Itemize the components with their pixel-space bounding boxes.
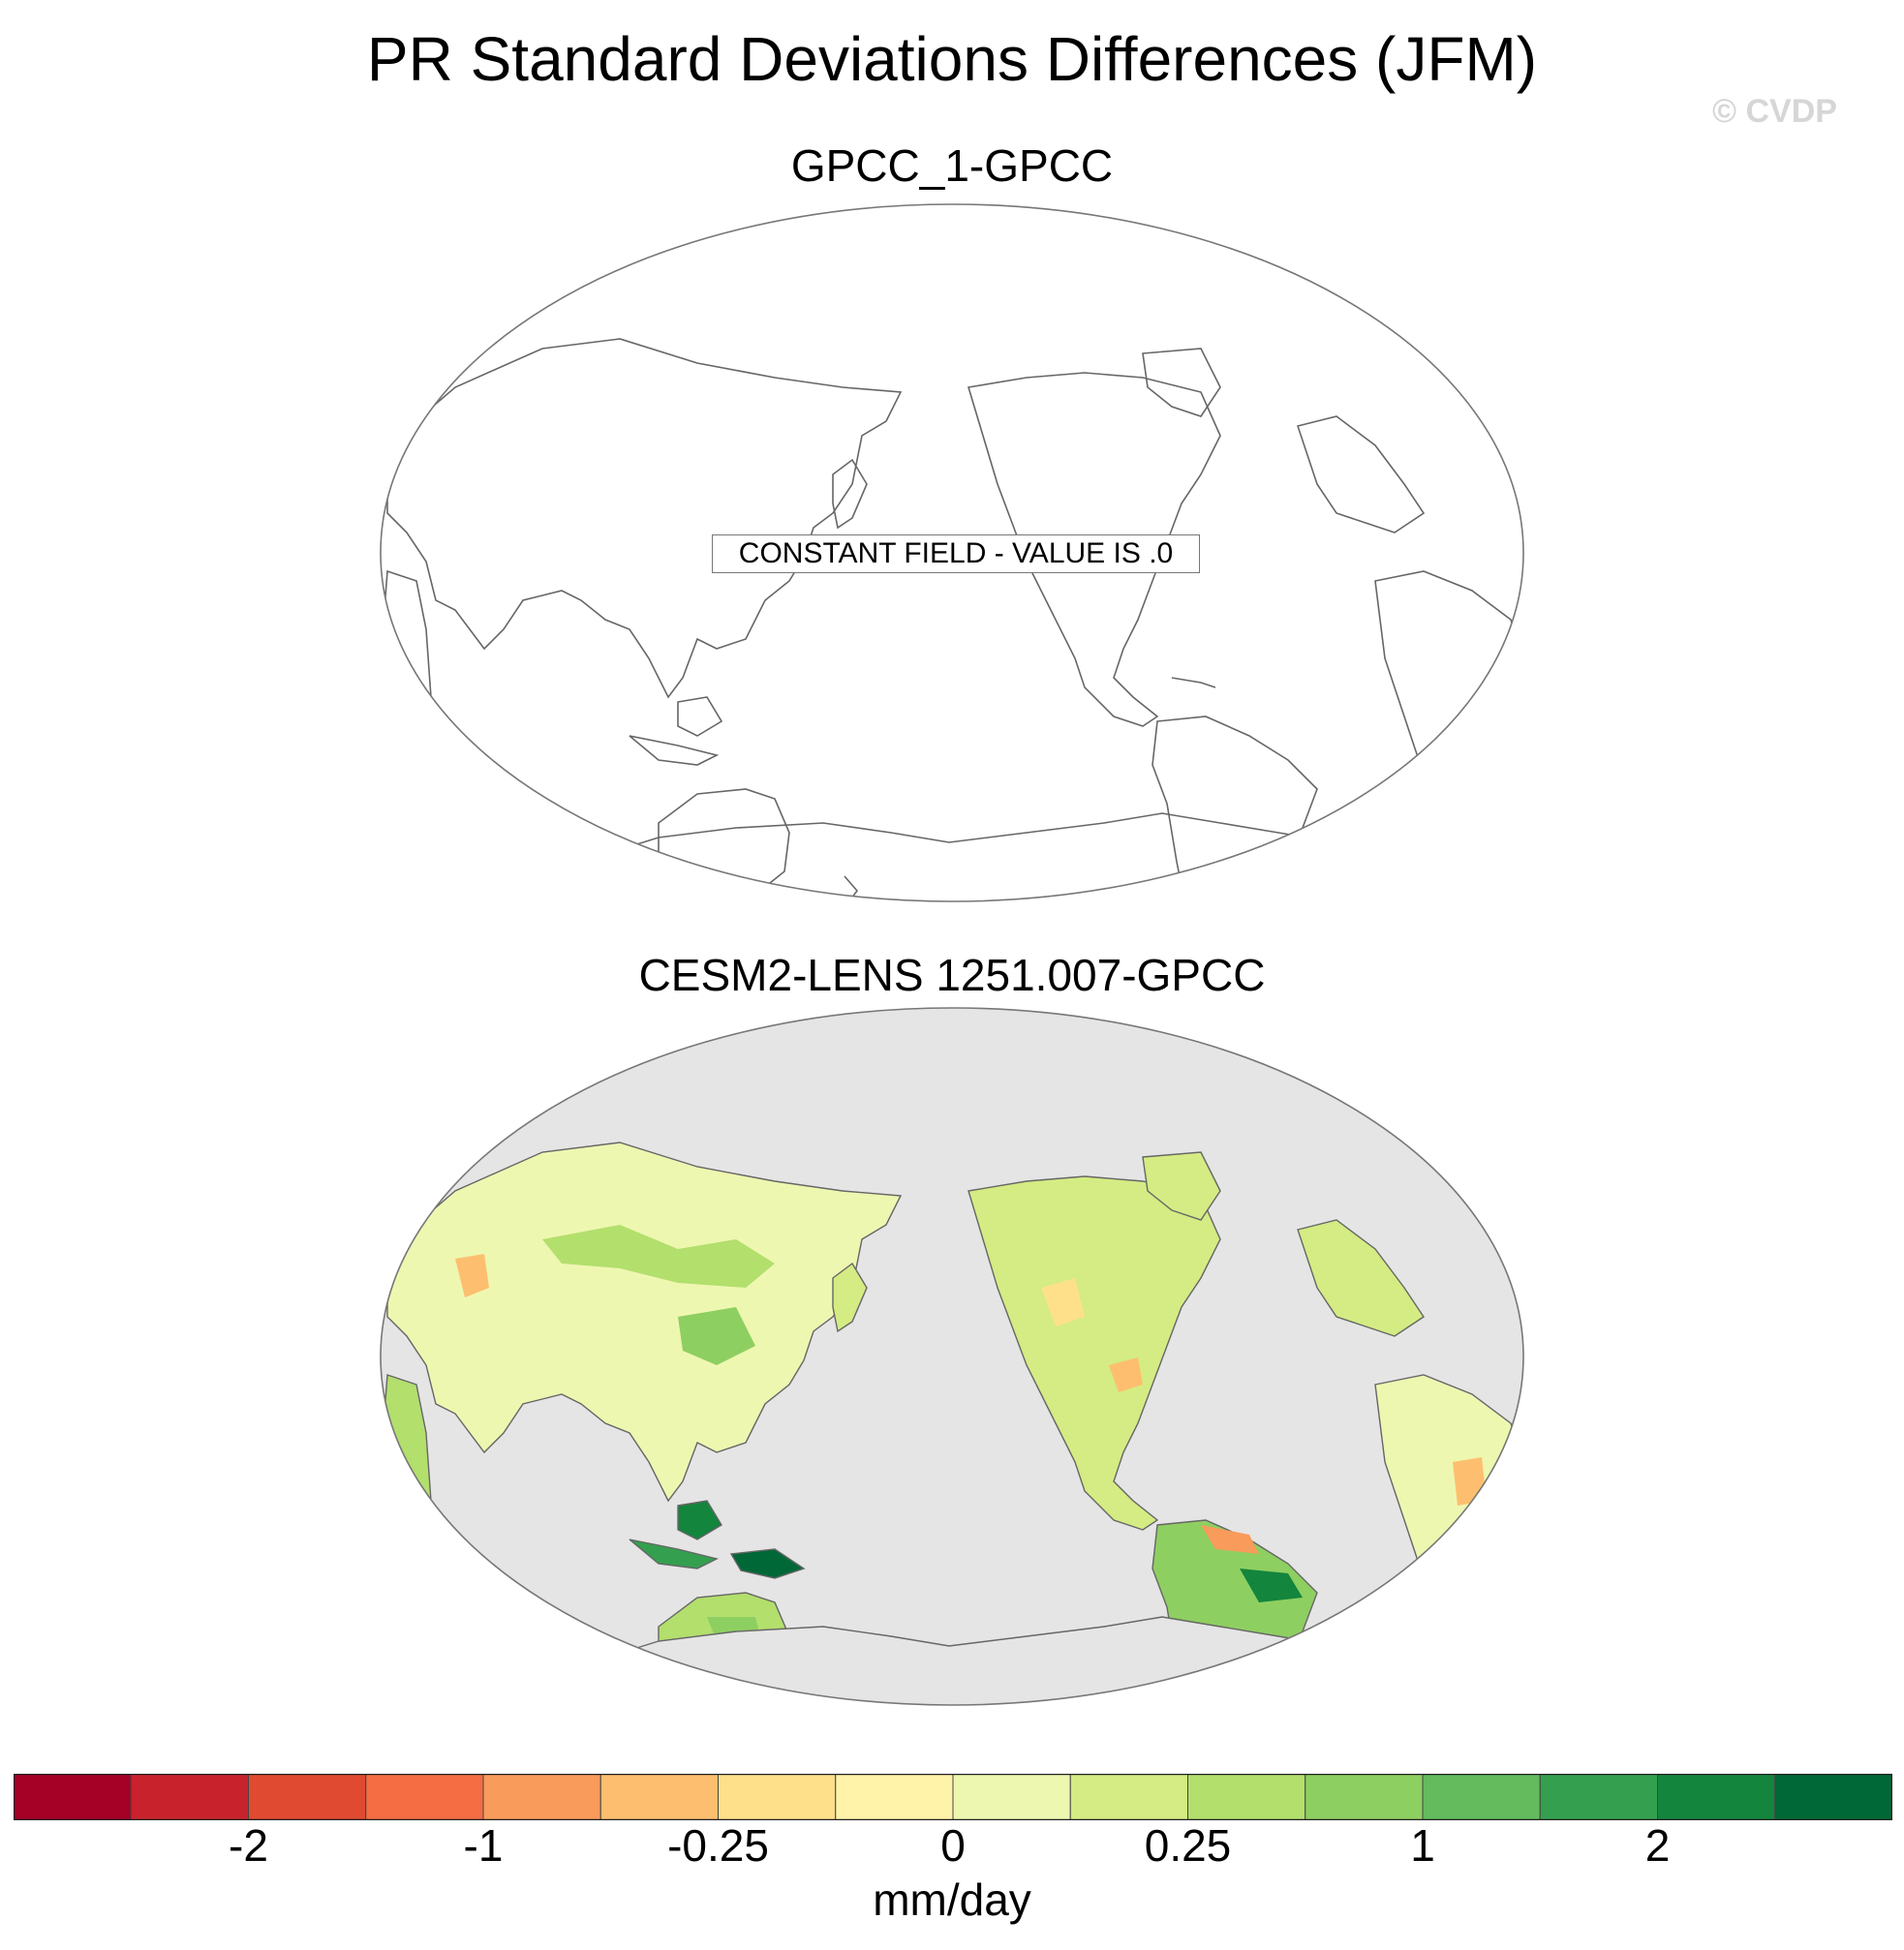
coastline-caribbean xyxy=(1171,677,1216,688)
land-eurasia xyxy=(386,1142,903,1503)
coastline-antarctica xyxy=(579,812,1397,901)
land-greenland xyxy=(1142,1151,1221,1221)
sa-dark-green xyxy=(1240,1569,1303,1602)
colorbar-swatch-14 xyxy=(1657,1774,1776,1820)
colorbar-swatch-11 xyxy=(1305,1774,1424,1820)
colorbar-frame xyxy=(14,1774,1892,1820)
colorbar-tick-label: 0 xyxy=(940,1820,966,1871)
colorbar-tick-label: 0.25 xyxy=(1144,1820,1232,1871)
colorbar-swatch-5 xyxy=(599,1774,719,1820)
land-indonesia xyxy=(629,1539,720,1569)
colorbar xyxy=(14,1774,1892,1820)
cvdp-watermark: © CVDP xyxy=(1712,93,1837,130)
coastline-europe xyxy=(1296,415,1426,533)
colorbar-swatch-10 xyxy=(1187,1774,1306,1820)
constant-field-label: CONSTANT FIELD - VALUE IS .0 xyxy=(712,534,1200,573)
japan-land xyxy=(832,1262,868,1333)
eurasia-green-band xyxy=(542,1225,775,1288)
coastline-greenland xyxy=(1142,348,1221,417)
coastline-indonesia xyxy=(629,735,720,766)
panel-2-title: CESM2-LENS 1251.007-GPCC xyxy=(638,950,1266,1000)
eurasia-orange-patch xyxy=(455,1254,489,1297)
map-panel-cesm2 xyxy=(380,1007,1524,1706)
africa-green-patch xyxy=(1491,1520,1520,1578)
colorbar-swatch-9 xyxy=(1069,1774,1188,1820)
colorbar-units: mm/day xyxy=(873,1874,1031,1925)
colorbar-swatch-7 xyxy=(835,1774,954,1820)
map-panel-gpcc1 xyxy=(380,203,1524,902)
colorbar-swatch-13 xyxy=(1539,1774,1658,1820)
coastline-africa xyxy=(1374,570,1523,864)
colorbar-swatch-8 xyxy=(952,1774,1071,1820)
figure-title: PR Standard Deviations Differences (JFM) xyxy=(366,24,1538,94)
china-green xyxy=(678,1307,755,1365)
na-yellow-patch xyxy=(1041,1278,1085,1326)
panel-1-title: GPCC_1-GPCC xyxy=(790,140,1114,191)
colorbar-tick-label: -0.25 xyxy=(667,1820,769,1871)
colorbar-swatch-1 xyxy=(130,1774,249,1820)
colorbar-swatch-0 xyxy=(14,1774,132,1820)
na-orange-patch xyxy=(1109,1357,1143,1392)
colorbar-swatch-3 xyxy=(365,1774,484,1820)
colorbar-tick-label: -1 xyxy=(463,1820,504,1871)
coastline-new-zealand xyxy=(842,875,859,901)
coastlines xyxy=(381,338,1523,901)
colorbar-swatch-15 xyxy=(1774,1774,1892,1820)
coastline-eurasia xyxy=(386,338,903,699)
colorbar-tick-label: 2 xyxy=(1644,1820,1671,1871)
colorbar-swatch-4 xyxy=(482,1774,601,1820)
colorbar-swatch-2 xyxy=(248,1774,367,1820)
coastline-africa-west xyxy=(381,569,432,777)
coastline-japan xyxy=(832,458,868,530)
colorbar-swatch-6 xyxy=(718,1774,837,1820)
map-frame xyxy=(380,203,1524,902)
sa-orange-north xyxy=(1201,1525,1259,1554)
land-europe xyxy=(1297,1219,1425,1337)
coastline-borneo xyxy=(677,696,723,737)
coastline-south-america xyxy=(1152,716,1318,901)
colorbar-swatch-12 xyxy=(1422,1774,1541,1820)
land-borneo xyxy=(677,1500,722,1540)
africa-orange-patch xyxy=(1453,1457,1487,1506)
colorbar-tick-label: 1 xyxy=(1410,1820,1435,1871)
coastline-australia xyxy=(658,788,790,892)
land-new-guinea xyxy=(729,1548,806,1579)
map-frame xyxy=(380,1007,1524,1706)
colorbar-tick-label: -2 xyxy=(229,1820,268,1871)
